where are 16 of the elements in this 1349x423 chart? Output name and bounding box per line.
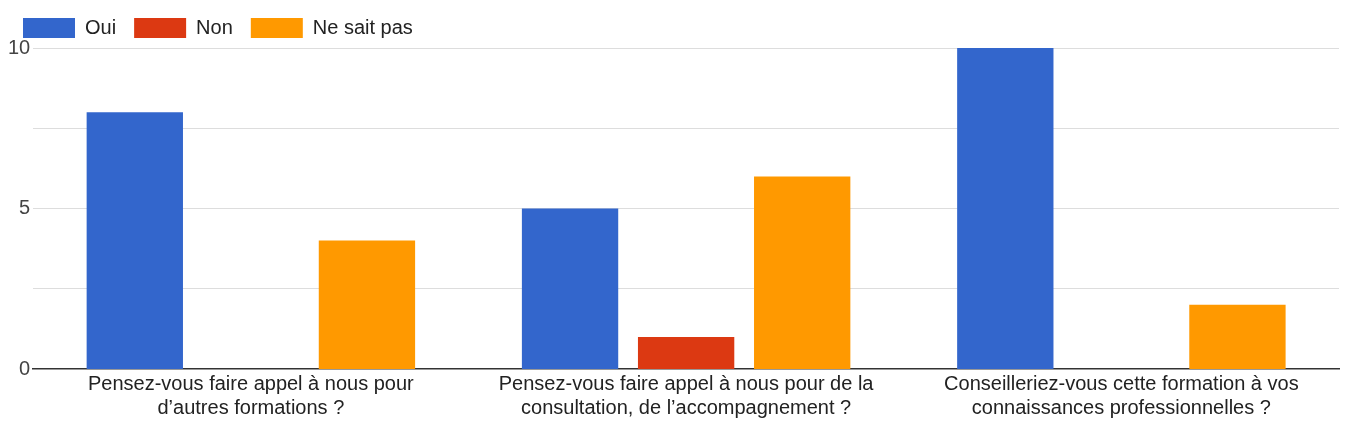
y-tick-label: 10 <box>8 35 31 58</box>
x-tick-label: Pensez-vous faire appel à nous pour de la consultation, de l’accompagnement ? <box>498 371 875 418</box>
legend-label: Non <box>196 15 233 38</box>
bar <box>318 240 416 369</box>
legend-label: Ne sait pas <box>312 15 413 38</box>
bar <box>754 176 851 369</box>
x-tick-label: Conseilleriez-vous cette formation à vos connaissances professionnelles ? <box>944 371 1299 418</box>
x-tick-label: Pensez-vous faire appel à nous pour d’autres formations ? <box>87 371 415 418</box>
bar <box>957 48 1054 369</box>
bar <box>637 336 735 369</box>
bar <box>1189 304 1286 369</box>
y-tick-label: 5 <box>19 196 31 219</box>
legend-label: Oui <box>85 15 117 38</box>
y-tick-label: 0 <box>19 356 31 379</box>
bar <box>521 208 619 369</box>
bar <box>86 112 183 369</box>
